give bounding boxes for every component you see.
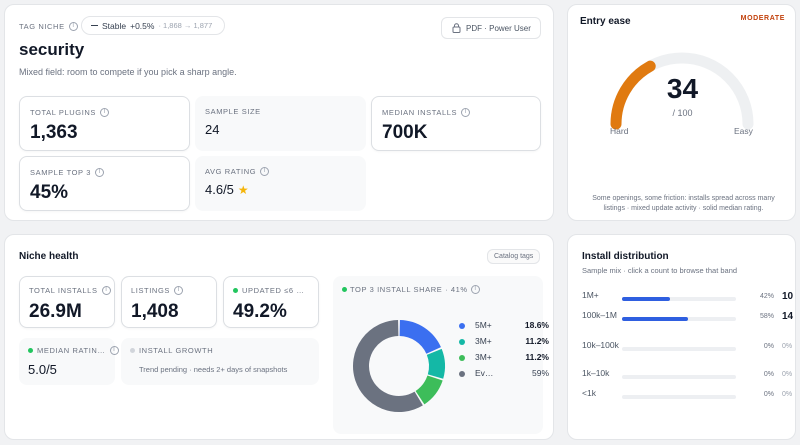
distribution-row: <1k 0% 0% <box>582 388 792 412</box>
tag-niche-label: TAG NICHE i <box>19 22 78 31</box>
band-label: 10k–100k <box>582 340 619 350</box>
star-icon: ★ <box>237 182 249 197</box>
info-icon[interactable]: i <box>101 286 111 295</box>
band-track <box>622 375 736 379</box>
band-track <box>622 395 736 399</box>
info-icon[interactable]: i <box>94 168 104 177</box>
donut-slice[interactable] <box>415 375 443 405</box>
install-share-donut <box>353 320 445 412</box>
legend-dot-icon <box>459 355 465 361</box>
gauge-hard-label: Hard <box>610 126 629 136</box>
catalog-tags-button[interactable]: Catalog tags <box>487 249 541 264</box>
legend-dot-icon <box>459 339 465 345</box>
entry-description: Some openings, some friction: installs s… <box>592 195 775 212</box>
minus-icon <box>91 24 98 27</box>
legend-label: 3M+ <box>475 336 492 346</box>
distribution-row: 10k–100k 0% 0% <box>582 340 792 364</box>
sample-size-metric: SAMPLE SIZE 24 <box>195 96 366 151</box>
band-percent: 58% <box>759 313 774 320</box>
legend-value: 11.2% <box>525 336 549 346</box>
status-dot-icon <box>130 348 135 353</box>
info-icon[interactable]: i <box>100 108 110 117</box>
band-count-link[interactable]: 0% <box>782 371 793 378</box>
install-distribution-card: Install distribution Sample mix · click … <box>567 234 796 440</box>
legend-item[interactable]: Ev… 59% <box>459 368 549 380</box>
page-title: security <box>19 40 85 59</box>
legend-item[interactable]: 5M+ 18.6% <box>459 320 549 332</box>
legend-item[interactable]: 3M+ 11.2% <box>459 352 549 364</box>
band-fill <box>622 317 689 321</box>
status-dot-icon <box>233 288 238 293</box>
legend-label: 5M+ <box>475 320 492 330</box>
info-icon[interactable]: i <box>260 167 270 176</box>
distribution-row: 1M+ 42% 10 <box>582 290 793 314</box>
legend-value: 11.2% <box>525 352 549 362</box>
status-dot-icon <box>28 348 33 353</box>
status-dot-icon <box>342 287 347 292</box>
band-count-link[interactable]: 0% <box>782 343 793 350</box>
entry-title: Entry ease <box>580 16 631 27</box>
distribution-subtitle: Sample mix · click a count to browse tha… <box>582 266 738 275</box>
band-percent: 0% <box>763 371 774 378</box>
band-track <box>622 347 736 351</box>
legend-item[interactable]: 3M+ 11.2% <box>459 336 549 348</box>
distribution-row: 1k–10k 0% 0% <box>582 368 792 392</box>
median-rating-metric: MEDIAN RATIN… i 5.0/5 <box>19 338 119 385</box>
band-count-link[interactable]: 14 <box>782 311 794 322</box>
sample-top3-metric[interactable]: SAMPLE TOP 3i 45% <box>19 156 190 211</box>
lock-icon <box>452 23 461 33</box>
band-label: 1k–10k <box>582 368 610 378</box>
legend-label: 3M+ <box>475 352 492 362</box>
legend-value: 59% <box>531 368 549 378</box>
install-growth-metric: INSTALL GROWTH Trend pending · needs 2+ … <box>121 338 319 385</box>
total-installs-metric[interactable]: TOTAL INSTALLS i 26.9M <box>19 276 115 328</box>
updated-metric[interactable]: UPDATED ≤6 … 49.2% <box>223 276 319 328</box>
moderate-badge: MODERATE <box>740 15 785 22</box>
gauge-fill <box>610 60 656 130</box>
gauge-easy-label: Easy <box>734 126 753 136</box>
overview-card: TAG NICHE i Stable +0.5% · 1,868 → 1,877 … <box>4 4 554 221</box>
band-label: <1k <box>582 388 596 398</box>
distribution-row: 100k–1M 58% 14 <box>582 310 793 334</box>
band-percent: 0% <box>763 391 774 398</box>
donut-slice[interactable] <box>426 348 445 379</box>
band-track <box>622 317 736 321</box>
info-icon[interactable]: i <box>109 346 119 355</box>
band-count-link[interactable]: 10 <box>782 291 794 302</box>
legend-value: 18.6% <box>524 320 549 330</box>
band-percent: 42% <box>759 293 774 300</box>
info-icon[interactable]: i <box>461 108 471 117</box>
legend-label: Ev… <box>475 368 494 378</box>
niche-health-card: Niche health Catalog tags TOTAL INSTALLS… <box>4 234 554 440</box>
band-percent: 0% <box>763 343 774 350</box>
band-label: 100k–1M <box>582 310 617 320</box>
median-installs-metric[interactable]: MEDIAN INSTALLS i 700K <box>371 96 541 151</box>
avg-rating-metric: AVG RATING i 4.6/5 ★ <box>195 156 366 211</box>
total-plugins-metric[interactable]: TOTAL PLUGINS i 1,363 <box>19 96 190 151</box>
band-track <box>622 297 736 301</box>
trend-pill: Stable +0.5% · 1,868 → 1,877 <box>81 16 225 35</box>
band-fill <box>622 297 670 301</box>
top3-share-panel: TOP 3 INSTALL SHARE · 41% i 5M+ 18.6% 3M+ 11… <box>333 276 549 434</box>
entry-gauge <box>610 52 754 130</box>
pdf-button[interactable]: PDF · Power User <box>441 17 541 39</box>
donut-slice[interactable] <box>399 320 441 355</box>
band-label: 1M+ <box>582 290 599 300</box>
info-icon[interactable]: i <box>173 286 183 295</box>
donut-slice[interactable] <box>353 320 423 412</box>
entry-score-max: / 100 <box>672 108 693 118</box>
entry-score: 34 <box>666 73 699 104</box>
info-icon[interactable]: i <box>68 22 78 31</box>
page-subtitle: Mixed field: room to compete if you pick… <box>19 67 237 77</box>
entry-ease-card: Entry ease MODERATE 34 / 100 Hard Easy S… <box>567 4 796 221</box>
listings-metric[interactable]: LISTINGS i 1,408 <box>121 276 217 328</box>
legend-dot-icon <box>459 371 465 377</box>
health-title: Niche health <box>19 251 79 262</box>
info-icon[interactable]: i <box>470 285 480 294</box>
band-count-link[interactable]: 0% <box>782 391 793 398</box>
legend-dot-icon <box>459 323 465 329</box>
distribution-title: Install distribution <box>582 251 669 262</box>
